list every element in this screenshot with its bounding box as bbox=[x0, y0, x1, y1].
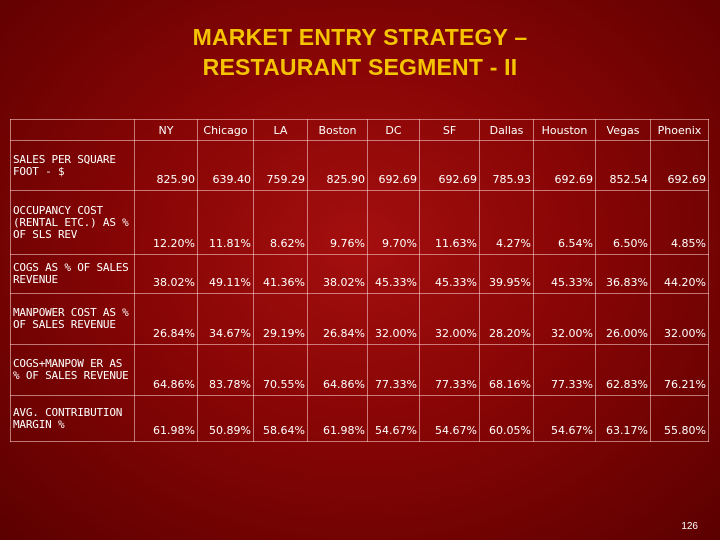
table-cell: 8.62% bbox=[253, 190, 308, 255]
table-cell: 76.21% bbox=[650, 344, 709, 396]
table-cell: 54.67% bbox=[533, 395, 596, 442]
column-header-sf: SF bbox=[419, 119, 480, 141]
table-cell: 77.33% bbox=[419, 344, 480, 396]
table-cell: 11.63% bbox=[419, 190, 480, 255]
table-cell: 49.11% bbox=[197, 254, 254, 294]
column-header-chicago: Chicago bbox=[197, 119, 254, 141]
row-label: AVG. CONTRIBUTION MARGIN % bbox=[10, 395, 135, 442]
table-cell: 28.20% bbox=[479, 293, 534, 345]
table-cell: 6.50% bbox=[595, 190, 651, 255]
table-cell: 4.85% bbox=[650, 190, 709, 255]
table-cell: 39.95% bbox=[479, 254, 534, 294]
table-cell: 6.54% bbox=[533, 190, 596, 255]
table-cell: 77.33% bbox=[533, 344, 596, 396]
slide-title: MARKET ENTRY STRATEGY – RESTAURANT SEGME… bbox=[0, 22, 720, 82]
column-header-dc: DC bbox=[367, 119, 420, 141]
table-cell: 64.86% bbox=[134, 344, 198, 396]
page-number: 126 bbox=[681, 521, 698, 532]
table-cell: 692.69 bbox=[650, 140, 709, 191]
table-row: SALES PER SQUARE FOOT - $ 825.90 639.40 … bbox=[10, 140, 709, 191]
header-corner-cell bbox=[10, 119, 135, 141]
table-cell: 60.05% bbox=[479, 395, 534, 442]
table-cell: 32.00% bbox=[419, 293, 480, 345]
slide-title-line-2: RESTAURANT SEGMENT - II bbox=[202, 54, 518, 80]
table-cell: 825.90 bbox=[134, 140, 198, 191]
column-header-boston: Boston bbox=[307, 119, 368, 141]
table-cell: 50.89% bbox=[197, 395, 254, 442]
table-cell: 41.36% bbox=[253, 254, 308, 294]
table-cell: 45.33% bbox=[419, 254, 480, 294]
data-table: NY Chicago LA Boston DC SF Dallas Housto… bbox=[10, 119, 709, 442]
table-cell: 34.67% bbox=[197, 293, 254, 345]
table-cell: 852.54 bbox=[595, 140, 651, 191]
table-cell: 9.70% bbox=[367, 190, 420, 255]
table-cell: 62.83% bbox=[595, 344, 651, 396]
table-cell: 44.20% bbox=[650, 254, 709, 294]
column-header-la: LA bbox=[253, 119, 308, 141]
table-cell: 26.00% bbox=[595, 293, 651, 345]
row-label: COGS+MANPOW ER AS % OF SALES REVENUE bbox=[10, 344, 135, 396]
table-cell: 26.84% bbox=[307, 293, 368, 345]
table-cell: 11.81% bbox=[197, 190, 254, 255]
table-row: COGS+MANPOW ER AS % OF SALES REVENUE 64.… bbox=[10, 344, 709, 396]
table-row: COGS AS % OF SALES REVENUE 38.02% 49.11%… bbox=[10, 254, 709, 294]
row-label: OCCUPANCY COST (RENTAL ETC.) AS % OF SLS… bbox=[10, 190, 135, 255]
table-cell: 692.69 bbox=[367, 140, 420, 191]
table-cell: 825.90 bbox=[307, 140, 368, 191]
table-cell: 12.20% bbox=[134, 190, 198, 255]
table-cell: 639.40 bbox=[197, 140, 254, 191]
table-row: OCCUPANCY COST (RENTAL ETC.) AS % OF SLS… bbox=[10, 190, 709, 255]
table-cell: 785.93 bbox=[479, 140, 534, 191]
row-label: COGS AS % OF SALES REVENUE bbox=[10, 254, 135, 294]
table-cell: 58.64% bbox=[253, 395, 308, 442]
table-row: AVG. CONTRIBUTION MARGIN % 61.98% 50.89%… bbox=[10, 395, 709, 442]
table-cell: 63.17% bbox=[595, 395, 651, 442]
column-header-vegas: Vegas bbox=[595, 119, 651, 141]
table-cell: 45.33% bbox=[367, 254, 420, 294]
table-cell: 45.33% bbox=[533, 254, 596, 294]
row-label: SALES PER SQUARE FOOT - $ bbox=[10, 140, 135, 191]
slide-title-line-1: MARKET ENTRY STRATEGY – bbox=[192, 24, 528, 50]
table-cell: 55.80% bbox=[650, 395, 709, 442]
row-label: MANPOWER COST AS % OF SALES REVENUE bbox=[10, 293, 135, 345]
table-cell: 68.16% bbox=[479, 344, 534, 396]
column-header-houston: Houston bbox=[533, 119, 596, 141]
table-cell: 38.02% bbox=[134, 254, 198, 294]
table-cell: 61.98% bbox=[134, 395, 198, 442]
table-cell: 77.33% bbox=[367, 344, 420, 396]
table-cell: 32.00% bbox=[650, 293, 709, 345]
header-row: NY Chicago LA Boston DC SF Dallas Housto… bbox=[10, 119, 709, 141]
column-header-dallas: Dallas bbox=[479, 119, 534, 141]
table-cell: 70.55% bbox=[253, 344, 308, 396]
table-cell: 38.02% bbox=[307, 254, 368, 294]
table-cell: 61.98% bbox=[307, 395, 368, 442]
table-cell: 32.00% bbox=[533, 293, 596, 345]
column-header-ny: NY bbox=[134, 119, 198, 141]
table-row: MANPOWER COST AS % OF SALES REVENUE 26.8… bbox=[10, 293, 709, 345]
table-cell: 4.27% bbox=[479, 190, 534, 255]
table-cell: 26.84% bbox=[134, 293, 198, 345]
table-cell: 692.69 bbox=[419, 140, 480, 191]
table-cell: 54.67% bbox=[419, 395, 480, 442]
column-header-phoenix: Phoenix bbox=[650, 119, 709, 141]
table-cell: 64.86% bbox=[307, 344, 368, 396]
table-cell: 692.69 bbox=[533, 140, 596, 191]
table-cell: 9.76% bbox=[307, 190, 368, 255]
table-cell: 29.19% bbox=[253, 293, 308, 345]
table-cell: 32.00% bbox=[367, 293, 420, 345]
table-cell: 83.78% bbox=[197, 344, 254, 396]
table-cell: 54.67% bbox=[367, 395, 420, 442]
table-cell: 36.83% bbox=[595, 254, 651, 294]
table-cell: 759.29 bbox=[253, 140, 308, 191]
